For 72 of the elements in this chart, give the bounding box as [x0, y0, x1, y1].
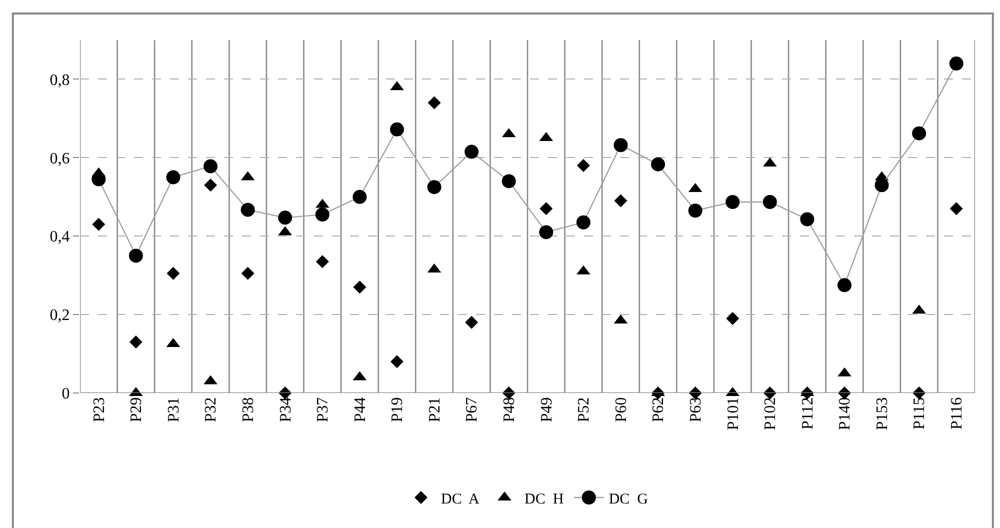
point	[166, 170, 180, 184]
y-tick-label: 0,4	[50, 228, 70, 246]
point	[240, 202, 255, 217]
y-tick-label: 0,2	[50, 307, 70, 324]
x-tick-label: P102	[762, 397, 780, 430]
x-tick-label: P44	[352, 397, 369, 422]
point	[92, 172, 106, 186]
point	[502, 174, 516, 188]
point	[465, 316, 478, 329]
x-tick-label: P116	[948, 397, 966, 430]
point	[651, 157, 666, 172]
point	[241, 266, 254, 280]
point	[204, 159, 218, 174]
point	[390, 355, 404, 368]
point	[92, 218, 106, 231]
point	[950, 202, 963, 216]
point	[949, 56, 964, 71]
point	[763, 386, 776, 400]
point	[726, 194, 740, 209]
x-tick-label: P32	[202, 397, 220, 422]
point	[762, 194, 777, 209]
y-tick-label: 0,8	[50, 72, 70, 89]
x-tick-label: P153	[874, 397, 891, 430]
x-tick-label: P34	[277, 397, 294, 422]
y-tick-label: 0	[62, 386, 70, 403]
point	[129, 336, 142, 349]
x-tick-label: P49	[538, 397, 556, 422]
x-tick-label: P63	[688, 397, 705, 422]
point	[352, 190, 367, 204]
point	[204, 178, 218, 192]
x-tick-label: P37	[314, 397, 332, 422]
point	[837, 278, 852, 292]
x-tick-label: P31	[165, 397, 182, 422]
point	[912, 126, 926, 140]
x-tick-label: P101	[724, 397, 742, 430]
x-tick-label: P23	[90, 397, 108, 422]
point	[316, 255, 329, 268]
x-tick-label: P19	[389, 397, 406, 422]
x-tick-label: P67	[464, 397, 481, 422]
point	[390, 122, 404, 136]
point	[540, 202, 553, 216]
x-tick-label: P115	[911, 397, 928, 430]
point	[464, 144, 479, 159]
point	[874, 178, 889, 192]
x-tick-label: P48	[501, 397, 518, 422]
point	[576, 159, 590, 172]
point	[576, 215, 590, 230]
x-tick-label: P29	[128, 397, 146, 422]
legend-label: DC G	[608, 491, 648, 508]
legend-label: DC H	[524, 491, 564, 508]
point	[726, 312, 740, 325]
legend-label: DC A	[441, 491, 480, 508]
x-tick-label: P112	[799, 397, 816, 430]
x-tick-label: P38	[240, 397, 258, 422]
point	[688, 204, 702, 218]
point	[166, 266, 180, 280]
point	[315, 208, 330, 222]
point	[353, 280, 366, 294]
point	[614, 194, 628, 208]
point	[614, 138, 628, 152]
x-tick-label: P140	[836, 397, 854, 430]
x-tick-label: P60	[612, 397, 630, 422]
x-tick-label: P52	[576, 397, 593, 422]
x-tick-label: P62	[650, 397, 668, 422]
point	[278, 210, 292, 225]
point	[128, 248, 143, 263]
x-tick-label: P21	[426, 397, 444, 422]
point	[539, 225, 554, 240]
point	[428, 96, 441, 110]
y-tick-label: 0,6	[50, 150, 70, 168]
point	[800, 212, 814, 226]
point	[427, 180, 442, 194]
